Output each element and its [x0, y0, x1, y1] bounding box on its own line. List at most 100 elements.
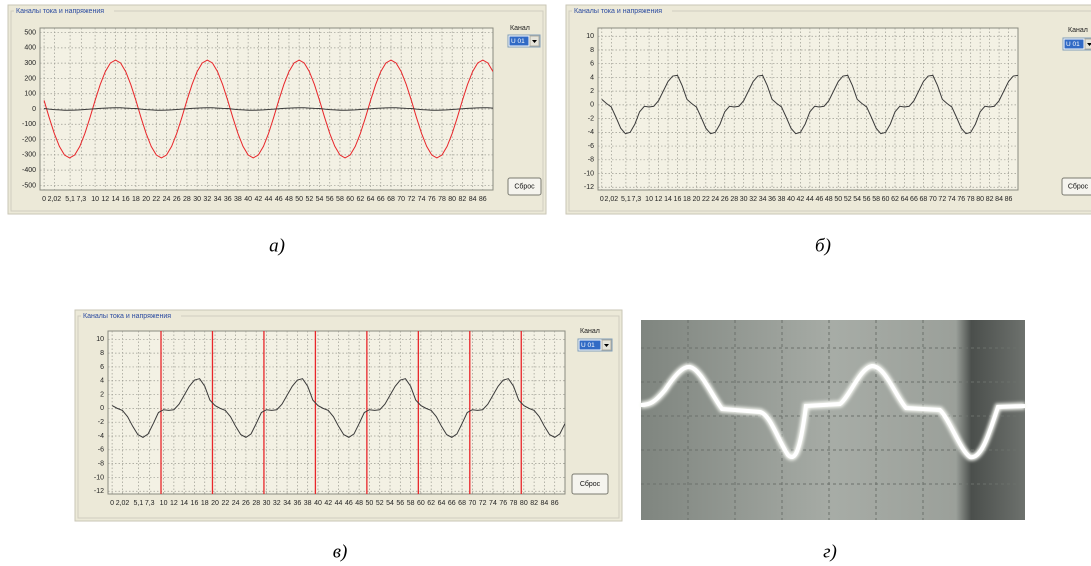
chart-title: Каналы тока и напряжения: [83, 313, 171, 320]
y-tick-label: -8: [98, 460, 104, 467]
title-bg: [81, 311, 181, 320]
x-tick-label: 42: [254, 196, 262, 203]
y-tick-label: -8: [588, 157, 594, 164]
x-tick-label: 50: [366, 500, 374, 507]
x-tick-label: 22: [221, 500, 229, 507]
x-tick-label: 58: [336, 196, 344, 203]
x-tick-label: 60: [882, 196, 890, 203]
x-tick-label: 18: [132, 196, 140, 203]
x-tick-label: 70: [468, 500, 476, 507]
x-tick-label: 56: [396, 500, 404, 507]
x-tick-label: 38: [778, 196, 786, 203]
plot-area: [597, 27, 1019, 191]
channel-selected: [1064, 39, 1084, 49]
y-tick-label: -12: [94, 488, 104, 495]
x-tick-label: 76: [499, 500, 507, 507]
x-tick-label: 0: [42, 196, 46, 203]
x-tick-label: 74: [418, 196, 426, 203]
x-tick-label: 76: [428, 196, 436, 203]
x-tick-label: 2,02: [48, 196, 62, 203]
x-tick-label: 82: [530, 500, 538, 507]
x-tick-label: 48: [285, 196, 293, 203]
y-tick-label: -200: [22, 136, 36, 143]
x-tick-label: 52: [844, 196, 852, 203]
x-tick-label: 50: [295, 196, 303, 203]
plot-area: [107, 330, 566, 495]
x-tick-label: 84: [541, 500, 549, 507]
y-tick-label: 200: [24, 75, 36, 82]
y-tick-label: -4: [98, 433, 104, 440]
chart-panel: Каналы тока и напряжения1086420-2-4-6-8-…: [74, 309, 623, 562]
x-tick-label: 40: [244, 196, 252, 203]
y-tick-label: -500: [22, 182, 36, 189]
x-tick-label: 26: [721, 196, 729, 203]
x-tick-label: 56: [326, 196, 334, 203]
x-tick-label: 70: [397, 196, 405, 203]
x-tick-label: 54: [316, 196, 324, 203]
channel-label: Канал: [1068, 27, 1088, 34]
y-tick-label: -10: [584, 170, 594, 177]
y-tick-label: 8: [590, 47, 594, 54]
x-tick-label: 20: [692, 196, 700, 203]
x-tick-label: 16: [122, 196, 130, 203]
y-tick-label: -6: [98, 447, 104, 454]
x-tick-label: 14: [112, 196, 120, 203]
x-tick-label: 28: [730, 196, 738, 203]
x-tick-label: 64: [438, 500, 446, 507]
y-tick-label: 6: [590, 61, 594, 68]
series-line: [44, 107, 493, 111]
reset-button[interactable]: [507, 177, 542, 196]
x-tick-label: 68: [920, 196, 928, 203]
x-tick-label: 52: [305, 196, 313, 203]
x-tick-label: 36: [293, 500, 301, 507]
reset-button[interactable]: [1061, 177, 1091, 196]
oscilloscope-photo: [640, 320, 1026, 520]
reset-button-label: Сброс: [1068, 182, 1089, 190]
x-tick-label: 10: [645, 196, 653, 203]
x-tick-label: 5,1: [133, 500, 143, 507]
x-tick-label: 64: [367, 196, 375, 203]
dropdown-arrow: [604, 344, 609, 347]
title-bg: [14, 6, 114, 15]
x-tick-label: 58: [407, 500, 415, 507]
channel-value: U 01: [511, 38, 525, 45]
x-tick-label: 30: [740, 196, 748, 203]
chart-panel: Каналы тока и напряжения5004003002001000…: [7, 4, 547, 256]
x-tick-label: 46: [275, 196, 283, 203]
x-tick-label: 86: [1005, 196, 1013, 203]
x-tick-label: 42: [797, 196, 805, 203]
x-tick-label: 74: [489, 500, 497, 507]
x-tick-label: 5,1: [65, 196, 75, 203]
x-tick-label: 16: [191, 500, 199, 507]
series-line: [601, 74, 1018, 135]
x-tick-label: 48: [355, 500, 363, 507]
x-tick-label: 7,3: [76, 196, 86, 203]
x-tick-label: 82: [986, 196, 994, 203]
x-tick-label: 26: [242, 500, 250, 507]
x-tick-label: 36: [224, 196, 232, 203]
x-tick-label: 72: [938, 196, 946, 203]
x-tick-label: 72: [479, 500, 487, 507]
title-bg: [572, 6, 672, 15]
reset-button[interactable]: [571, 473, 609, 495]
x-tick-label: 24: [711, 196, 719, 203]
x-tick-label: 24: [163, 196, 171, 203]
x-tick-label: 12: [170, 500, 178, 507]
x-tick-label: 72: [407, 196, 415, 203]
x-tick-label: 0: [600, 196, 604, 203]
x-tick-label: 62: [891, 196, 899, 203]
x-tick-label: 22: [702, 196, 710, 203]
x-tick-label: 64: [901, 196, 909, 203]
y-tick-label: -10: [94, 474, 104, 481]
x-tick-label: 78: [967, 196, 975, 203]
x-tick-label: 52: [376, 500, 384, 507]
y-tick-label: 4: [590, 74, 594, 81]
y-tick-label: -400: [22, 167, 36, 174]
x-tick-label: 32: [273, 500, 281, 507]
y-tick-label: -12: [584, 184, 594, 191]
x-tick-label: 28: [252, 500, 260, 507]
panel-caption: в): [333, 541, 348, 562]
y-tick-label: -2: [588, 115, 594, 122]
x-tick-label: 76: [957, 196, 965, 203]
